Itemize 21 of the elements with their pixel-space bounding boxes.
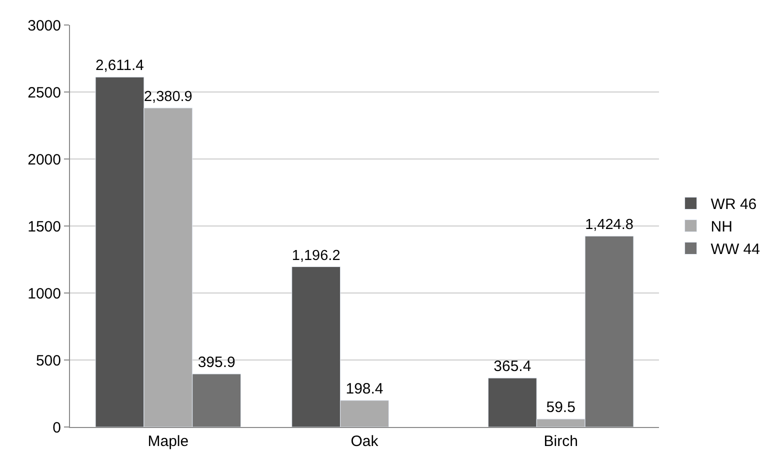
data-label: 2,611.4 (96, 58, 144, 74)
x-tick-label: Oak (350, 433, 379, 450)
data-label: 59.5 (546, 399, 576, 416)
data-label: 1,196.2 (292, 248, 340, 264)
y-tick-label: 2500 (28, 84, 61, 102)
y-tick-label: 0 (52, 419, 61, 436)
y-tick-label: 3000 (28, 17, 61, 34)
y-tick-label: 1500 (28, 218, 61, 236)
data-label: 1,424.8 (585, 217, 634, 234)
x-tick-label: Maple (148, 433, 189, 450)
legend-label: NH (710, 218, 732, 236)
y-tick-label: 500 (36, 352, 61, 370)
y-tick-label: 1000 (28, 285, 61, 302)
data-label: 365.4 (494, 358, 532, 376)
data-label: 2,380.9 (144, 89, 192, 106)
x-tick-label: Birch (544, 433, 578, 450)
data-label: 395.9 (198, 354, 236, 371)
legend-label: WW 44 (710, 241, 760, 258)
y-tick-label: 2000 (28, 151, 61, 168)
legend-label: WR 46 (710, 196, 757, 214)
data-label: 198.4 (346, 380, 384, 398)
